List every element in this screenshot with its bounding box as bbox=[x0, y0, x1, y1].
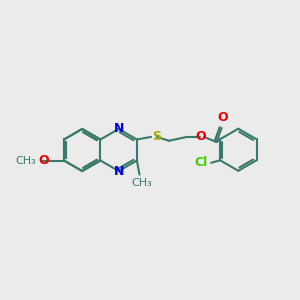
Text: O: O bbox=[218, 111, 228, 124]
Text: S: S bbox=[152, 130, 161, 143]
Text: O: O bbox=[196, 130, 206, 143]
Text: CH₃: CH₃ bbox=[132, 178, 152, 188]
Text: Cl: Cl bbox=[194, 156, 207, 169]
Text: N: N bbox=[113, 122, 124, 136]
Text: O: O bbox=[38, 154, 49, 167]
Text: N: N bbox=[113, 164, 124, 178]
Text: CH₃: CH₃ bbox=[15, 155, 36, 166]
